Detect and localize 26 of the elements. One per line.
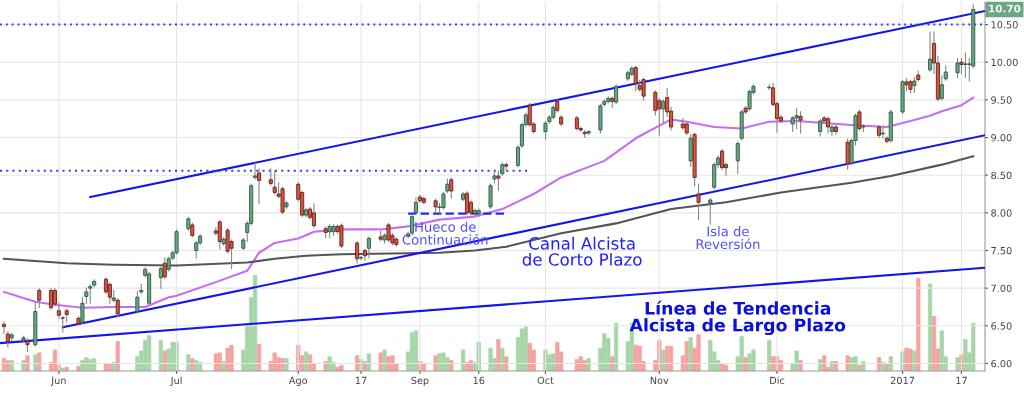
x-tick-label: 17: [355, 376, 367, 384]
x-tick-label: Dic: [770, 376, 785, 385]
x-tick-label: 2017: [890, 376, 915, 385]
annotation: Hueco de Continuación: [402, 221, 488, 245]
y-tick-label: 7.50: [991, 246, 1012, 255]
x-tick-label: Jun: [50, 376, 66, 386]
x-tick-label: Nov: [650, 376, 669, 385]
y-tick-label: 9.00: [991, 134, 1012, 142]
annotation: Isla de Reversión: [696, 226, 760, 250]
annotation: 10.70: [989, 4, 1021, 13]
x-tick-label: 16: [473, 376, 485, 385]
annotation: Canal Alcista de Corto Plazo: [522, 236, 642, 266]
y-tick-label: 10.00: [991, 58, 1018, 67]
y-tick-label: 7.00: [991, 284, 1012, 292]
x-tick-label: Ago: [288, 376, 308, 386]
y-tick-label: 9.50: [991, 96, 1012, 104]
x-tick-label: 17: [956, 376, 967, 384]
x-tick-label: Oct: [537, 376, 554, 385]
y-tick-label: 10.50: [991, 21, 1018, 29]
y-tick-label: 8.50: [991, 171, 1012, 180]
x-tick-label: Jul: [170, 376, 182, 386]
annotation: Línea de Tendencia Alcista de Largo Plazo: [629, 300, 846, 336]
y-tick-label: 6.00: [991, 359, 1012, 368]
y-tick-label: 8.00: [991, 209, 1012, 217]
y-tick-label: 6.50: [991, 322, 1012, 330]
x-tick-label: Sep: [411, 376, 429, 386]
